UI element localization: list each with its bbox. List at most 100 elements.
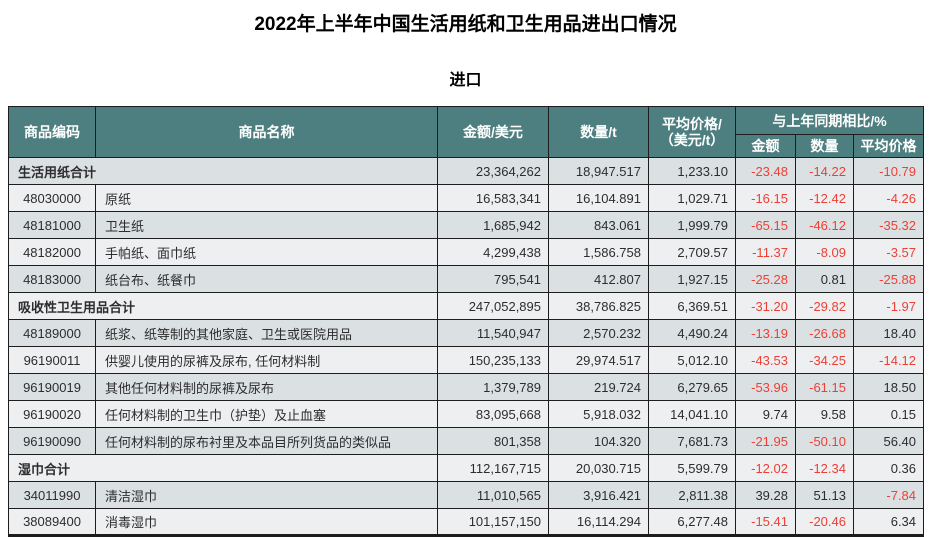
cell-amount: 101,157,150 bbox=[437, 508, 549, 536]
table-row: 48189000 纸浆、纸等制的其他家庭、卫生或医院用品 11,540,947 … bbox=[8, 319, 925, 347]
cell-quantity: 5,918.032 bbox=[548, 400, 649, 428]
cell-quantity: 16,114.294 bbox=[548, 508, 649, 536]
avg-price-line2: （美元/t） bbox=[659, 132, 725, 148]
cell-name: 手帕纸、面巾纸 bbox=[95, 238, 438, 266]
cell-yoy-avg-price: -4.26 bbox=[852, 184, 925, 212]
table-row-total: 生活用纸合计 23,364,262 18,947.517 1,233.10 -2… bbox=[8, 157, 925, 185]
cell-amount: 795,541 bbox=[437, 265, 549, 293]
table-row: 96190020 任何材料制的卫生巾（护垫）及止血塞 83,095,668 5,… bbox=[8, 400, 925, 428]
cell-yoy-quantity: -29.82 bbox=[795, 292, 854, 320]
cell-code: 96190011 bbox=[8, 346, 96, 374]
cell-quantity: 2,570.232 bbox=[548, 319, 649, 347]
cell-total-label: 湿巾合计 bbox=[8, 454, 438, 482]
table-row-total: 吸收性卫生用品合计 247,052,895 38,786.825 6,369.5… bbox=[8, 292, 925, 320]
avg-price-line1: 平均价格/ bbox=[662, 116, 722, 132]
cell-quantity: 219.724 bbox=[548, 373, 649, 401]
cell-avg-price: 5,599.79 bbox=[648, 454, 736, 482]
cell-yoy-avg-price: -35.32 bbox=[852, 211, 925, 239]
cell-amount: 4,299,438 bbox=[437, 238, 549, 266]
import-table: 商品编码 商品名称 金额/美元 数量/t 平均价格/（美元/t） 与上年同期相比… bbox=[8, 106, 925, 537]
cell-avg-price: 1,029.71 bbox=[648, 184, 736, 212]
cell-yoy-amount: -11.37 bbox=[735, 238, 796, 266]
cell-avg-price: 5,012.10 bbox=[648, 346, 736, 374]
cell-amount: 11,540,947 bbox=[437, 319, 549, 347]
cell-amount: 112,167,715 bbox=[437, 454, 549, 482]
cell-code: 48183000 bbox=[8, 265, 96, 293]
table-row-total: 湿巾合计 112,167,715 20,030.715 5,599.79 -12… bbox=[8, 454, 925, 482]
cell-code: 96190090 bbox=[8, 427, 96, 455]
cell-yoy-avg-price: 18.40 bbox=[852, 319, 925, 347]
cell-yoy-avg-price: -25.88 bbox=[852, 265, 925, 293]
cell-avg-price: 6,369.51 bbox=[648, 292, 736, 320]
cell-yoy-amount: -31.20 bbox=[735, 292, 796, 320]
cell-amount: 23,364,262 bbox=[437, 157, 549, 185]
column-header-yoy-quantity: 数量 bbox=[795, 134, 854, 158]
cell-code: 34011990 bbox=[8, 481, 96, 509]
cell-yoy-amount: -13.19 bbox=[735, 319, 796, 347]
cell-quantity: 29,974.517 bbox=[548, 346, 649, 374]
cell-yoy-avg-price: -10.79 bbox=[852, 157, 925, 185]
cell-amount: 83,095,668 bbox=[437, 400, 549, 428]
cell-avg-price: 14,041.10 bbox=[648, 400, 736, 428]
table-row: 38089400 消毒湿巾 101,157,150 16,114.294 6,2… bbox=[8, 508, 925, 536]
cell-yoy-quantity: -50.10 bbox=[795, 427, 854, 455]
cell-quantity: 1,586.758 bbox=[548, 238, 649, 266]
cell-code: 48181000 bbox=[8, 211, 96, 239]
table-row: 96190011 供婴儿使用的尿裤及尿布, 任何材料制 150,235,133 … bbox=[8, 346, 925, 374]
column-header-yoy-amount: 金额 bbox=[735, 134, 796, 158]
cell-yoy-avg-price: 0.36 bbox=[852, 454, 925, 482]
cell-avg-price: 6,279.65 bbox=[648, 373, 736, 401]
table-row: 48181000 卫生纸 1,685,942 843.061 1,999.79 … bbox=[8, 211, 925, 239]
cell-yoy-amount: -65.15 bbox=[735, 211, 796, 239]
cell-code: 48182000 bbox=[8, 238, 96, 266]
cell-amount: 16,583,341 bbox=[437, 184, 549, 212]
cell-yoy-quantity: -8.09 bbox=[795, 238, 854, 266]
cell-name: 纸浆、纸等制的其他家庭、卫生或医院用品 bbox=[95, 319, 438, 347]
cell-name: 卫生纸 bbox=[95, 211, 438, 239]
cell-yoy-quantity: 51.13 bbox=[795, 481, 854, 509]
cell-quantity: 38,786.825 bbox=[548, 292, 649, 320]
cell-yoy-quantity: 0.81 bbox=[795, 265, 854, 293]
page-title: 2022年上半年中国生活用纸和卫生用品进出口情况 bbox=[254, 14, 677, 35]
cell-avg-price: 1,927.15 bbox=[648, 265, 736, 293]
cell-amount: 150,235,133 bbox=[437, 346, 549, 374]
cell-yoy-avg-price: -7.84 bbox=[852, 481, 925, 509]
cell-yoy-avg-price: 6.34 bbox=[852, 508, 925, 536]
table-row: 48183000 纸台布、纸餐巾 795,541 412.807 1,927.1… bbox=[8, 265, 925, 293]
cell-name: 任何材料制的卫生巾（护垫）及止血塞 bbox=[95, 400, 438, 428]
cell-yoy-quantity: -46.12 bbox=[795, 211, 854, 239]
cell-quantity: 104.320 bbox=[548, 427, 649, 455]
cell-yoy-avg-price: 56.40 bbox=[852, 427, 925, 455]
column-header-yoy-avg-price: 平均价格 bbox=[852, 134, 925, 158]
cell-yoy-amount: -16.15 bbox=[735, 184, 796, 212]
cell-yoy-avg-price: 0.15 bbox=[852, 400, 925, 428]
cell-code: 48189000 bbox=[8, 319, 96, 347]
cell-yoy-quantity: 9.58 bbox=[795, 400, 854, 428]
table-row: 96190090 任何材料制的尿布衬里及本品目所列货品的类似品 801,358 … bbox=[8, 427, 925, 455]
cell-yoy-avg-price: -3.57 bbox=[852, 238, 925, 266]
cell-yoy-amount: 9.74 bbox=[735, 400, 796, 428]
cell-code: 38089400 bbox=[8, 508, 96, 536]
cell-yoy-amount: -25.28 bbox=[735, 265, 796, 293]
cell-yoy-quantity: -20.46 bbox=[795, 508, 854, 536]
cell-name: 原纸 bbox=[95, 184, 438, 212]
cell-avg-price: 2,709.57 bbox=[648, 238, 736, 266]
cell-amount: 1,379,789 bbox=[437, 373, 549, 401]
cell-amount: 247,052,895 bbox=[437, 292, 549, 320]
cell-yoy-avg-price: -1.97 bbox=[852, 292, 925, 320]
column-header-quantity: 数量/t bbox=[548, 106, 649, 158]
column-header-amount: 金额/美元 bbox=[437, 106, 549, 158]
cell-amount: 801,358 bbox=[437, 427, 549, 455]
cell-yoy-amount: -53.96 bbox=[735, 373, 796, 401]
cell-avg-price: 1,999.79 bbox=[648, 211, 736, 239]
table-row: 48030000 原纸 16,583,341 16,104.891 1,029.… bbox=[8, 184, 925, 212]
cell-quantity: 16,104.891 bbox=[548, 184, 649, 212]
cell-yoy-quantity: -34.25 bbox=[795, 346, 854, 374]
cell-yoy-amount: -21.95 bbox=[735, 427, 796, 455]
cell-name: 消毒湿巾 bbox=[95, 508, 438, 536]
section-title: 进口 bbox=[449, 72, 482, 89]
cell-code: 96190019 bbox=[8, 373, 96, 401]
column-header-yoy-group: 与上年同期相比/% bbox=[734, 106, 925, 135]
cell-code: 96190020 bbox=[8, 400, 96, 428]
header-row-1: 商品编码 商品名称 金额/美元 数量/t 平均价格/（美元/t） 与上年同期相比… bbox=[8, 106, 925, 158]
